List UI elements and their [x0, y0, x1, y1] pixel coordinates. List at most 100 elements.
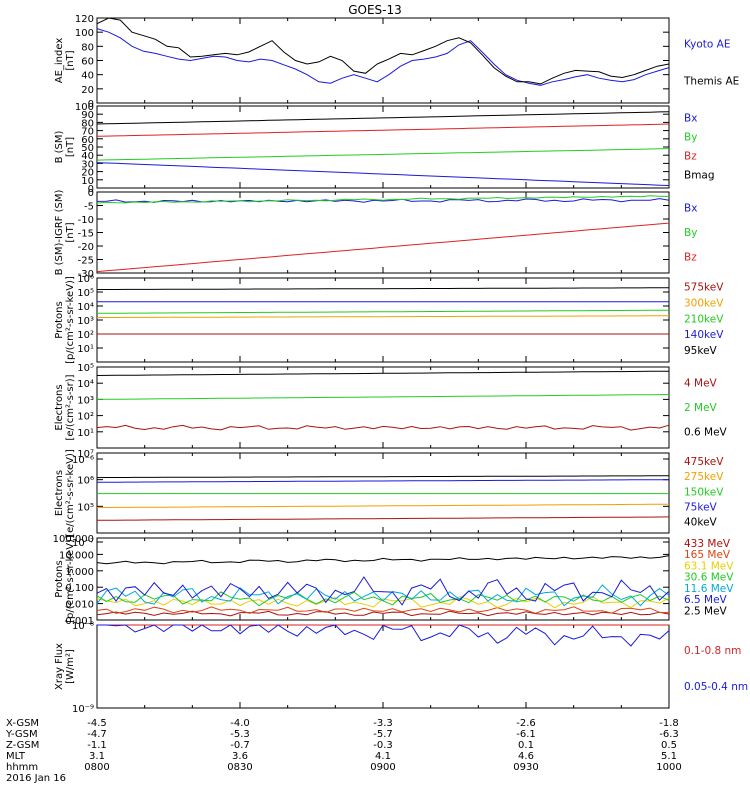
x-tick-label-hhmm: 0830 — [227, 762, 252, 773]
legend-entry-575kev: 575keV — [684, 282, 724, 294]
legend-entry-2-5-mev: 2.5 MeV — [684, 605, 728, 617]
x-tick-label-xgsm: -2.6 — [516, 718, 536, 729]
series-line-0-6-mev — [96, 370, 670, 376]
legend-entry-140kev: 140keV — [684, 329, 724, 341]
legend-entry-300kev: 300keV — [684, 298, 724, 310]
x-tick-label-mlt: 4.1 — [375, 751, 391, 762]
y-tick-label: 10⁻⁶ — [72, 455, 94, 466]
series-line-by — [96, 148, 670, 161]
y-tick-label: -15 — [78, 229, 94, 240]
legend-entry-bz: Bz — [684, 150, 697, 162]
x-tick-label-hhmm: 0800 — [84, 762, 109, 773]
legend-entry-210kev: 210keV — [684, 313, 724, 325]
y-tick-label: 1.000 — [65, 567, 94, 578]
y-tick-label: 10⁵ — [77, 363, 94, 374]
panel-xray: 10⁻⁹ 10⁻⁸ 10⁻⁷ 10⁻⁶ Xray Flux [W/m²] 0.1-0.8 n… — [54, 455, 748, 715]
legend-entry-475kev: 475keV — [684, 456, 724, 468]
y-tick-label: 100.000 — [53, 534, 94, 545]
x-tick-label-ygsm: -5.3 — [230, 729, 250, 740]
y-tick-label: 10¹ — [77, 428, 94, 439]
y-tick-label: 0.100 — [65, 583, 94, 594]
y-tick-label: 80 — [81, 42, 94, 53]
y-tick-label: 10⁻⁹ — [72, 704, 94, 715]
legend-entry-0-05-0-4-nm: 0.05-0.4 nm — [684, 681, 748, 693]
x-row-label: hhmm — [6, 762, 38, 773]
x-row-label: Y-GSM — [5, 729, 38, 740]
x-tick-label-xgsm: -1.8 — [659, 718, 679, 729]
panel-protons_mev: 0.001 0.010 0.100 1.000 10.000 100.000 Protons… — [53, 534, 735, 627]
y-tick-label: 80 — [81, 118, 94, 129]
legend-entry-30-6-mev: 30.6 MeV — [684, 572, 734, 584]
y-tick-label: -20 — [78, 242, 94, 253]
y-axis-label: [nT] — [65, 222, 76, 242]
legend-entry-2-mev: 2 MeV — [684, 402, 718, 414]
y-tick-label: 10⁴ — [77, 302, 94, 313]
series-line-bx — [96, 198, 670, 203]
y-tick-label: 10² — [77, 330, 94, 341]
panel-b_igrf: -30 -25 -20 -15 -10 -5 0 B (SM)-IGRF (SM) [nT] Bx… — [54, 188, 697, 280]
y-tick-label: 10⁵ — [77, 288, 94, 299]
y-tick-label: 120 — [75, 14, 94, 25]
panel-frame — [96, 277, 670, 363]
y-tick-label: 10⁶ — [77, 476, 94, 487]
y-tick-label: 0.001 — [65, 616, 94, 627]
series-line-433-mev — [96, 610, 670, 617]
y-tick-label: 10³ — [77, 395, 94, 406]
series-line-bx — [96, 162, 670, 186]
y-tick-label: 100 — [75, 102, 94, 113]
series-line-475kev — [96, 516, 670, 521]
y-axis-label: [W/m²] — [65, 649, 76, 684]
series-line-4-mev — [96, 424, 670, 431]
y-axis-label: B (SM) — [54, 130, 65, 163]
legend-entry-0-1-0-8-nm: 0.1-0.8 nm — [684, 645, 741, 657]
series-line-63-1-mev — [96, 595, 670, 609]
y-axis-label: AE_index — [54, 38, 65, 84]
x-tick-label-ygsm: -6.1 — [516, 729, 536, 740]
y-tick-label: 10⁴ — [77, 379, 94, 390]
series-line-6-5-mev — [96, 576, 670, 606]
x-tick-label-xgsm: -4.5 — [87, 718, 107, 729]
series-line-2-5-mev — [96, 555, 670, 565]
x-tick-label-mlt: 3.6 — [232, 751, 248, 762]
y-tick-label: 10⁷ — [77, 449, 94, 460]
y-tick-label: 50 — [81, 143, 94, 154]
series-line-95kev — [97, 287, 669, 290]
legend-entry-75kev: 75keV — [684, 501, 718, 513]
series-line-themis-ae — [96, 17, 670, 85]
y-axis-label: Xray Flux — [54, 643, 65, 690]
panel-frame — [96, 366, 670, 449]
series-line-2-mev — [96, 394, 670, 400]
y-axis-label: [e/(cm²-s-sr)] — [65, 374, 76, 440]
y-tick-label: 10⁶ — [77, 274, 94, 285]
x-tick-label-ygsm: -5.7 — [373, 729, 393, 740]
y-tick-label: 0 — [88, 99, 94, 110]
y-tick-label: 60 — [81, 57, 94, 68]
x-tick-label-mlt: 3.1 — [89, 751, 105, 762]
series-line-275kev — [96, 503, 670, 509]
legend-entry-by: By — [684, 227, 697, 239]
series-line-40kev — [96, 475, 669, 479]
x-tick-label-ygsm: -4.7 — [87, 729, 107, 740]
x-tick-label-xgsm: -3.3 — [373, 718, 393, 729]
y-axis-label: [nT] — [65, 50, 76, 70]
legend-entry-bz: Bz — [684, 252, 697, 264]
y-tick-label: 70 — [81, 127, 94, 138]
y-tick-label: 10⁵ — [77, 502, 94, 513]
y-tick-label: 90 — [81, 110, 94, 121]
legend-entry-bmag: Bmag — [684, 169, 715, 181]
x-tick-label-zgsm: 0.5 — [661, 740, 677, 751]
chart-title: GOES-13 — [348, 3, 402, 17]
y-tick-label: 10⁻⁷ — [72, 538, 94, 549]
legend-entry-165-mev: 165 MeV — [684, 549, 731, 561]
y-tick-label: 10² — [77, 412, 94, 423]
panel-frame — [96, 17, 670, 104]
x-tick-label-hhmm: 0900 — [370, 762, 395, 773]
panel-electrons_mev: 10¹ 10² 10³ 10⁴ 10⁵ Electrons [e/(cm²-s-sr)] 4 … — [54, 363, 728, 449]
x-tick-label-ygsm: -6.3 — [659, 729, 679, 740]
x-row-label: MLT — [6, 751, 26, 762]
series-line-0-05-0-4-nm — [97, 624, 670, 647]
x-tick-label-zgsm: -0.3 — [373, 740, 393, 751]
legend-entry-bx: Bx — [684, 112, 697, 124]
